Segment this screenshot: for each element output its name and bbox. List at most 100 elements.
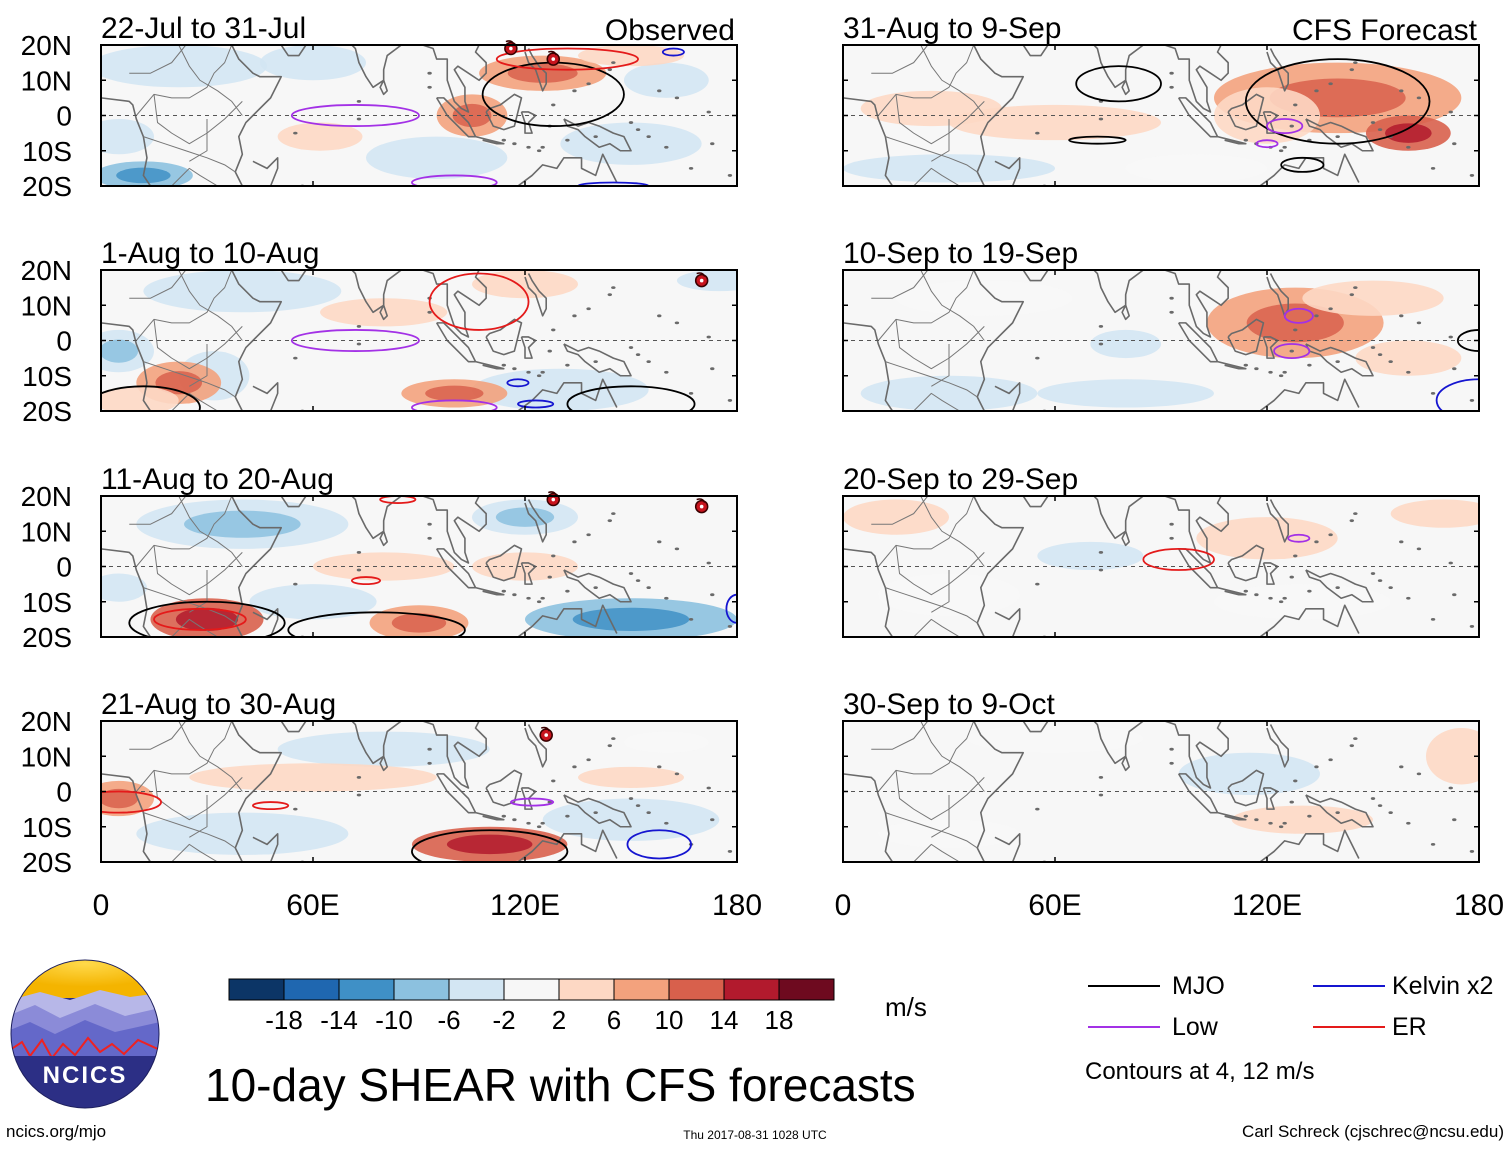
shear-anomaly-region <box>542 798 720 841</box>
contour-er <box>252 801 290 811</box>
country-border <box>143 136 236 173</box>
logo-text: NCICS <box>43 1062 128 1089</box>
island <box>1282 821 1287 825</box>
contour-mjo <box>287 611 466 637</box>
coastline <box>973 45 1025 186</box>
colorbar-tick-label: 2 <box>552 1005 566 1035</box>
island <box>1416 96 1422 100</box>
panel-ticks <box>100 495 738 638</box>
coastline <box>1266 724 1289 768</box>
storm-icon <box>546 50 561 66</box>
island <box>1377 579 1383 582</box>
panel-col1-row0: 31-Aug to 9-Sep CFS Forecast <box>842 12 1480 187</box>
country-border <box>143 361 236 398</box>
coastline <box>256 861 258 862</box>
coastline <box>998 861 1000 862</box>
island <box>1268 821 1273 825</box>
coastline <box>529 703 533 714</box>
island <box>1427 413 1431 416</box>
island <box>657 89 662 93</box>
wave-contours <box>1068 58 1431 173</box>
contour-kelvin <box>661 47 685 57</box>
coastline <box>843 97 894 186</box>
column-header: CFS Forecast <box>1292 14 1478 47</box>
coastline <box>1248 829 1360 862</box>
panel-ticks <box>100 44 738 187</box>
coastline <box>101 773 152 862</box>
colorbar-swatch <box>558 978 615 1001</box>
coastline <box>334 270 402 314</box>
island <box>1406 370 1411 374</box>
y-tick-label: 10S <box>22 812 72 843</box>
coastline <box>1217 586 1247 596</box>
island <box>356 325 362 328</box>
coastline <box>506 378 618 411</box>
shear-anomaly-core <box>101 339 139 363</box>
island <box>1353 61 1358 65</box>
country-border <box>895 545 985 596</box>
coastline <box>1121 755 1130 772</box>
coastline <box>563 569 632 603</box>
island <box>536 374 542 378</box>
wave-contours <box>290 47 685 186</box>
map-outline <box>101 496 733 637</box>
coastline <box>1262 787 1279 810</box>
contour-kelvin <box>577 181 650 186</box>
coastline <box>231 270 283 411</box>
country-border <box>877 496 975 567</box>
panel-col0-row2: 11-Aug to 20-Aug 20N 10N 0 10S 20S <box>21 463 738 653</box>
island <box>1448 335 1453 339</box>
coastline <box>506 604 618 637</box>
footer-url[interactable]: ncics.org/mjo <box>6 1122 107 1141</box>
footer-date: Thu 2017-08-31 1028 UTC <box>683 1128 827 1142</box>
island <box>512 367 517 371</box>
island <box>1289 800 1294 804</box>
island <box>1098 793 1104 797</box>
island <box>1328 82 1333 86</box>
island <box>1254 593 1259 597</box>
map-outline <box>101 270 733 411</box>
coastline <box>1022 270 1049 282</box>
island <box>646 586 651 590</box>
country-border <box>171 843 218 862</box>
colorbar-swatch <box>503 978 560 1001</box>
shear-anomaly-region <box>320 298 448 327</box>
storm-icon <box>694 272 709 288</box>
island <box>540 145 545 149</box>
coastline <box>563 343 632 377</box>
island <box>1452 818 1457 822</box>
y-tick-label: 10N <box>21 741 72 772</box>
island <box>1314 314 1319 318</box>
shear-anomaly-region <box>843 499 949 535</box>
colorbar-swatch <box>338 978 395 1001</box>
shear-anomaly-region <box>843 154 1055 183</box>
island <box>1353 737 1358 741</box>
coastline <box>524 273 548 317</box>
contour-low <box>290 329 420 352</box>
coastline <box>843 773 894 862</box>
country-border <box>129 45 187 74</box>
island <box>551 103 556 107</box>
y-tick-label: 10N <box>21 65 72 96</box>
island <box>547 575 552 579</box>
panel-period-label: 21-Aug to 30-Aug <box>101 688 336 721</box>
shear-anomaly-core <box>446 834 533 855</box>
x-tick-label: 0 <box>93 889 110 922</box>
island <box>593 360 598 364</box>
island <box>1098 325 1104 328</box>
island <box>706 561 711 565</box>
island <box>536 600 542 604</box>
island <box>664 821 669 825</box>
colorbar-tick-label: 14 <box>710 1005 739 1035</box>
island <box>356 551 362 554</box>
island <box>1370 121 1376 124</box>
y-tick-label: 10N <box>21 290 72 321</box>
contour-kelvin <box>725 593 737 624</box>
coastline <box>231 45 283 186</box>
coastline <box>1076 496 1144 540</box>
island <box>1353 512 1358 516</box>
coastline <box>280 45 307 57</box>
y-tick-label: 10S <box>22 136 72 167</box>
shear-anomaly-region <box>366 136 508 179</box>
shear-anomaly-region <box>1125 154 1268 183</box>
